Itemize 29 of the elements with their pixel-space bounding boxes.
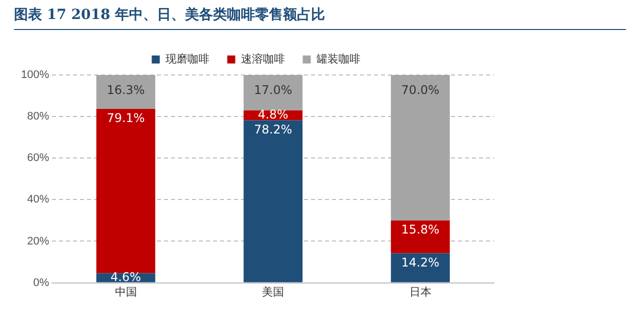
bar bbox=[96, 75, 156, 109]
text: 70.0% bbox=[401, 83, 440, 98]
text: 14.2% bbox=[401, 255, 440, 270]
text: 78.2% bbox=[254, 122, 292, 136]
bar bbox=[244, 75, 303, 110]
bar bbox=[96, 108, 156, 274]
legend-label: 罐装咖啡 bbox=[316, 52, 360, 66]
bar bbox=[390, 75, 450, 220]
y-tick-label: 20% bbox=[27, 235, 50, 248]
legend-label: 现磨咖啡 bbox=[165, 52, 210, 66]
legend-label: 速溶咖啡 bbox=[240, 52, 285, 66]
bar bbox=[244, 120, 303, 282]
text: 17.0% bbox=[254, 83, 292, 98]
bar bbox=[390, 220, 450, 254]
y-tick-label: 60% bbox=[27, 152, 50, 164]
text: 4.8% bbox=[258, 107, 288, 122]
y-tick-label: 40% bbox=[27, 194, 50, 206]
x-tick-label: 日本 bbox=[409, 285, 432, 298]
text: 15.8% bbox=[401, 222, 440, 237]
text: 16.3% bbox=[106, 83, 145, 98]
chart-title: 图表 17 2018 年中、日、美各类咖啡零售额占比 bbox=[14, 6, 626, 30]
bar bbox=[390, 253, 450, 282]
y-tick-label: 80% bbox=[27, 110, 50, 123]
y-tick-label: 100% bbox=[20, 69, 50, 82]
x-tick-label: 美国 bbox=[262, 285, 284, 298]
text: 79.1% bbox=[106, 110, 145, 125]
text: 4.6% bbox=[110, 270, 142, 284]
x-tick-label: 中国 bbox=[114, 285, 137, 298]
y-tick-label: 0% bbox=[33, 276, 50, 289]
